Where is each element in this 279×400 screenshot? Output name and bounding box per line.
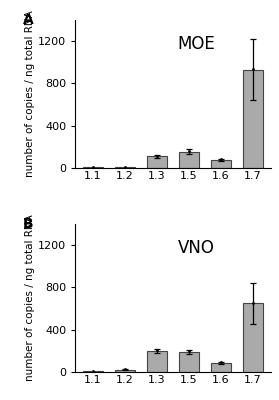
Bar xyxy=(83,167,103,168)
Text: MOE: MOE xyxy=(177,35,215,53)
Bar xyxy=(146,351,167,372)
Text: VNO: VNO xyxy=(178,239,215,257)
Bar xyxy=(146,156,167,168)
Text: B: B xyxy=(23,217,33,231)
Bar xyxy=(115,167,135,168)
Bar xyxy=(179,352,199,372)
Bar xyxy=(115,370,135,372)
Bar xyxy=(211,363,231,372)
Y-axis label: number of copies / ng total RNA: number of copies / ng total RNA xyxy=(25,215,35,382)
Bar xyxy=(243,303,263,372)
Bar xyxy=(243,70,263,168)
Bar xyxy=(211,160,231,168)
Text: A: A xyxy=(23,13,33,27)
Bar xyxy=(179,152,199,168)
Y-axis label: number of copies / ng total RNA: number of copies / ng total RNA xyxy=(25,10,35,177)
